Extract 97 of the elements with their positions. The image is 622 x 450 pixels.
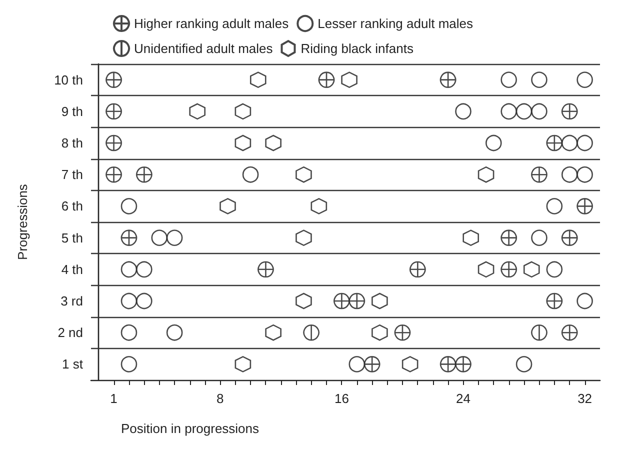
point <box>576 72 593 88</box>
point <box>296 166 312 183</box>
point <box>372 292 388 310</box>
legend-label: Higher ranking adult males <box>134 16 290 31</box>
point <box>546 134 563 152</box>
point <box>120 356 138 372</box>
point <box>136 261 152 278</box>
point <box>455 356 472 372</box>
x-tick-label: 8 <box>216 391 224 406</box>
point <box>531 166 548 183</box>
point <box>120 324 138 341</box>
legend-label: Riding black infants <box>300 41 414 56</box>
y-tick-label: 4 th <box>61 262 83 277</box>
point <box>106 103 122 120</box>
point <box>341 72 358 88</box>
point <box>348 356 366 372</box>
point <box>561 103 578 120</box>
x-tick-label: 24 <box>456 391 470 406</box>
point <box>265 134 282 152</box>
point <box>394 324 411 341</box>
point <box>136 166 152 183</box>
point <box>258 261 274 278</box>
point <box>120 261 138 278</box>
point <box>234 103 252 120</box>
y-tick-label: 3 rd <box>60 294 83 308</box>
point <box>310 198 328 214</box>
y-tick-label: 6 th <box>61 198 83 214</box>
point <box>576 134 593 152</box>
y-tick-label: 5 th <box>61 230 83 246</box>
y-tick-label: 1 st <box>62 356 84 372</box>
point <box>531 230 548 246</box>
point <box>220 198 236 214</box>
point <box>296 230 312 246</box>
legend-label: Unidentified adult males <box>134 41 274 56</box>
point <box>106 166 122 183</box>
point <box>455 103 472 120</box>
point <box>166 230 183 246</box>
y-tick-label: 9 th <box>61 104 83 119</box>
x-tick-label: 16 <box>334 391 349 406</box>
point <box>486 134 502 152</box>
point <box>531 72 548 88</box>
point <box>546 261 563 278</box>
legend-label: Lesser ranking adult males <box>318 16 474 31</box>
point <box>462 230 479 246</box>
point <box>166 324 183 341</box>
point <box>242 166 259 183</box>
point <box>402 356 418 372</box>
point <box>561 166 578 183</box>
point <box>500 261 517 278</box>
point <box>372 324 388 341</box>
point <box>531 103 548 120</box>
point <box>576 166 593 183</box>
point <box>189 103 206 120</box>
y-tick-label: 2 nd <box>58 325 83 340</box>
point <box>440 72 456 88</box>
point <box>500 72 517 88</box>
point <box>523 261 540 278</box>
point <box>478 166 494 183</box>
y-tick-label: 7 th <box>61 167 83 182</box>
point <box>546 292 563 310</box>
point <box>265 324 282 341</box>
point <box>516 103 532 120</box>
point <box>364 356 380 372</box>
y-axis-title: Progressions <box>15 184 30 260</box>
point <box>136 292 152 310</box>
y-tick-label: 10 th <box>54 72 83 88</box>
point <box>106 134 122 152</box>
x-axis-title: Position in progressions <box>121 421 260 436</box>
point <box>576 292 593 310</box>
point <box>318 72 335 88</box>
point <box>500 103 517 120</box>
point <box>348 292 366 310</box>
point <box>561 324 578 341</box>
x-tick-label: 1 <box>110 391 118 406</box>
x-tick-label: 32 <box>578 391 592 406</box>
point <box>546 198 563 214</box>
point <box>561 134 578 152</box>
point <box>440 356 456 372</box>
point <box>516 356 532 372</box>
point <box>410 261 426 278</box>
point <box>478 261 494 278</box>
y-tick-label: 8 th <box>61 136 83 150</box>
point <box>151 230 168 246</box>
point <box>120 230 138 246</box>
point <box>106 72 122 88</box>
point <box>234 356 252 372</box>
point <box>561 230 578 246</box>
point <box>500 230 517 246</box>
point <box>334 292 350 310</box>
point <box>250 72 266 88</box>
point <box>120 292 138 310</box>
point <box>120 198 138 214</box>
point <box>234 134 252 152</box>
point <box>576 198 593 214</box>
point <box>531 324 548 341</box>
point <box>303 324 320 341</box>
point <box>296 292 312 310</box>
